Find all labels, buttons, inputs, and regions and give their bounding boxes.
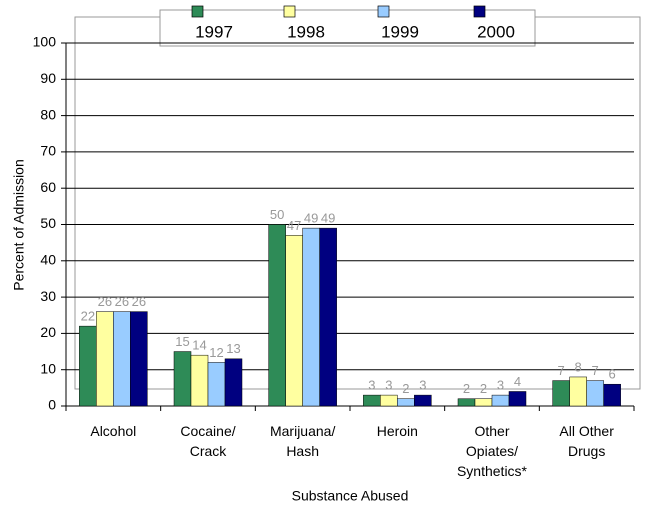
value-label: 2	[480, 381, 487, 396]
bar	[508, 391, 527, 407]
bar	[474, 398, 493, 407]
value-label: 14	[192, 338, 206, 353]
bar	[319, 227, 337, 407]
bar	[414, 394, 432, 407]
value-label: 26	[98, 294, 112, 309]
bar	[79, 325, 97, 407]
value-label: 7	[592, 363, 599, 378]
y-tick-label: 50	[40, 215, 56, 231]
bar	[113, 311, 131, 407]
legend-swatch	[283, 5, 296, 18]
value-label: 50	[270, 207, 284, 222]
y-tick-label: 10	[40, 360, 56, 376]
bar	[302, 227, 320, 407]
y-tick-label: 0	[48, 397, 56, 413]
bar	[380, 394, 398, 407]
x-tick-label: Alcohol	[90, 423, 136, 439]
bar	[130, 311, 148, 407]
y-tick-label: 90	[40, 70, 56, 86]
x-axis-title: Substance Abused	[292, 488, 409, 504]
bar	[190, 354, 209, 407]
value-label: 13	[226, 341, 240, 356]
value-label: 4	[514, 374, 521, 389]
value-label: 26	[132, 294, 146, 309]
value-label: 15	[175, 334, 189, 349]
value-label: 49	[321, 211, 335, 226]
legend-box	[159, 9, 536, 47]
x-tick-label: Marijuana/Hash	[270, 423, 335, 459]
legend-swatch	[191, 5, 204, 18]
y-tick-label: 60	[40, 179, 56, 195]
bar	[285, 235, 303, 407]
legend-swatch	[473, 5, 486, 18]
value-label: 49	[304, 211, 318, 226]
bar	[491, 394, 510, 407]
y-tick-label: 40	[40, 252, 56, 268]
legend-label: 1999	[381, 22, 419, 41]
legend-label: 2000	[477, 22, 515, 41]
value-label: 26	[115, 294, 129, 309]
value-label: 3	[385, 378, 392, 393]
value-label: 2	[402, 381, 409, 396]
value-label: 3	[497, 378, 504, 393]
bar	[363, 394, 381, 407]
bar	[569, 376, 587, 407]
bar	[603, 383, 621, 407]
x-tick-label: Heroin	[377, 423, 418, 439]
bar	[207, 362, 226, 407]
legend-label: 1998	[287, 22, 325, 41]
bar	[268, 224, 286, 407]
bar	[457, 398, 476, 407]
bar	[397, 398, 415, 407]
value-label: 3	[368, 378, 375, 393]
bar	[224, 358, 243, 407]
value-label: 6	[609, 367, 616, 382]
value-label: 12	[209, 345, 223, 360]
bar	[552, 380, 570, 407]
x-tick-label: Other Opiates/Synthetics*	[457, 423, 528, 479]
y-tick-label: 20	[40, 324, 56, 340]
y-tick-label: 30	[40, 288, 56, 304]
x-tick-label: All Other Drugs	[559, 423, 614, 459]
legend-swatch	[377, 5, 390, 18]
value-label: 47	[287, 218, 301, 233]
value-label: 22	[81, 309, 95, 324]
y-tick-label: 80	[40, 106, 56, 122]
y-tick-label: 100	[33, 34, 57, 50]
value-label: 7	[558, 363, 565, 378]
y-axis-title: Percent of Admission	[11, 159, 27, 291]
value-label: 3	[419, 378, 426, 393]
bar	[96, 311, 114, 407]
x-tick-label: Cocaine/Crack	[180, 423, 235, 459]
legend-label: 1997	[195, 22, 233, 41]
y-tick-label: 70	[40, 143, 56, 159]
value-label: 2	[463, 381, 470, 396]
bar	[173, 351, 192, 407]
value-label: 8	[575, 359, 582, 374]
bar	[586, 380, 604, 407]
